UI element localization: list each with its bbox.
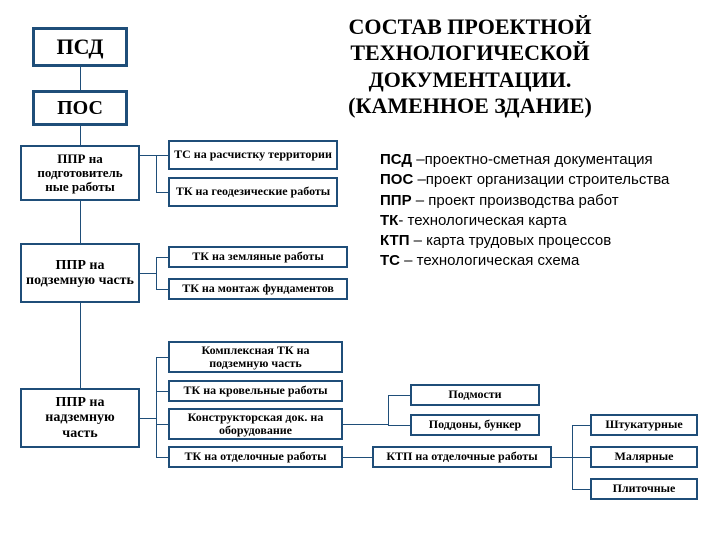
connector-line: [156, 357, 168, 358]
connector-line: [156, 155, 157, 192]
connector-line: [80, 303, 81, 388]
box-ppr2: ППР на подземную часть: [20, 243, 140, 303]
box-psd: ПСД: [32, 27, 128, 67]
connector-line: [156, 289, 168, 290]
connector-line: [156, 257, 168, 258]
connector-line: [552, 457, 572, 458]
connector-line: [572, 425, 590, 426]
box-ts1: ТС на расчистку территории: [168, 140, 338, 170]
box-tk7: ТК на отделочные работы: [168, 446, 343, 468]
connector-line: [140, 418, 156, 419]
box-pod2: Поддоны, бункер: [410, 414, 540, 436]
box-tk4: Комплексная ТК на подземную часть: [168, 341, 343, 373]
connector-line: [572, 489, 590, 490]
box-ppr1: ППР на подготовитель ные работы: [20, 145, 140, 201]
connector-line: [156, 424, 168, 425]
box-ppr3: ППР на надземную часть: [20, 388, 140, 448]
connector-line: [156, 391, 168, 392]
box-f1: Штукатурные: [590, 414, 698, 436]
connector-line: [388, 395, 410, 396]
legend-item: ТК- технологическая карта: [380, 211, 700, 231]
box-pod1: Подмости: [410, 384, 540, 406]
page-title: СОСТАВ ПРОЕКТНОЙТЕХНОЛОГИЧЕСКОЙДОКУМЕНТА…: [235, 14, 705, 120]
legend-item: КТП – карта трудовых процессов: [380, 231, 700, 251]
connector-line: [140, 273, 156, 274]
box-pos: ПОС: [32, 90, 128, 126]
connector-line: [388, 395, 389, 425]
connector-line: [140, 155, 156, 156]
legend-item: ТС – технологическая схема: [380, 251, 700, 271]
connector-line: [156, 155, 168, 156]
box-f2: Малярные: [590, 446, 698, 468]
connector-line: [156, 257, 157, 290]
legend: ПСД –проектно-сметная документацияПОС –п…: [380, 150, 700, 272]
connector-line: [156, 192, 168, 193]
connector-line: [80, 201, 81, 243]
box-tk6: Конструкторская док. на оборудование: [168, 408, 343, 440]
connector-line: [80, 126, 81, 145]
connector-line: [156, 357, 157, 457]
connector-line: [80, 67, 81, 90]
box-f3: Плиточные: [590, 478, 698, 500]
connector-line: [156, 457, 168, 458]
legend-item: ПОС –проект организации строительства: [380, 170, 700, 190]
box-tk3: ТК на монтаж фундаментов: [168, 278, 348, 300]
box-tk5: ТК на кровельные работы: [168, 380, 343, 402]
legend-item: ПСД –проектно-сметная документация: [380, 150, 700, 170]
box-tk1: ТК на геодезические работы: [168, 177, 338, 207]
box-tk2: ТК на земляные работы: [168, 246, 348, 268]
connector-line: [388, 425, 410, 426]
connector-line: [343, 424, 388, 425]
box-ktp: КТП на отделочные работы: [372, 446, 552, 468]
connector-line: [343, 457, 372, 458]
connector-line: [572, 457, 590, 458]
legend-item: ППР – проект производства работ: [380, 191, 700, 211]
